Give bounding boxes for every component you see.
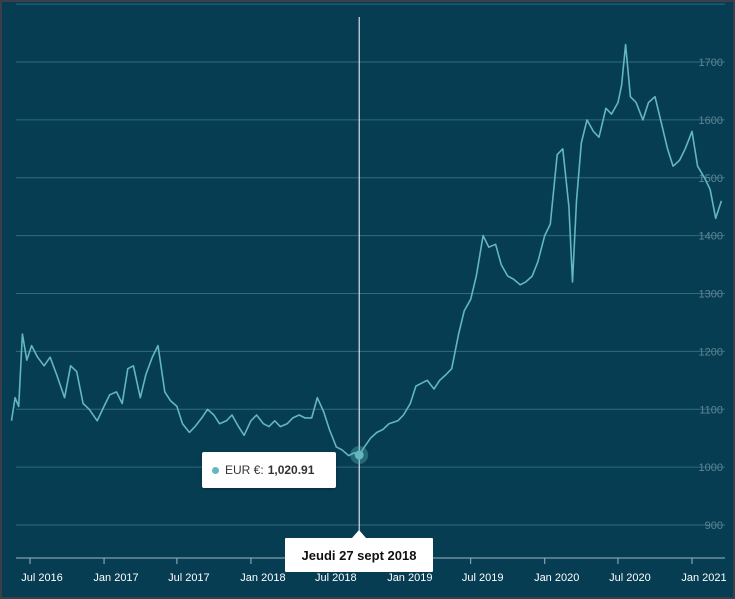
x-tick-label: Jul 2017: [168, 572, 210, 584]
y-tick-label: 1700: [699, 57, 723, 69]
value-tooltip: EUR €: 1,020.91: [202, 452, 336, 488]
x-tick-label: Jan 2021: [681, 572, 726, 584]
y-tick-label: 1000: [699, 462, 723, 474]
series-dot-icon: [212, 466, 219, 474]
tooltip-series-label: EUR €:: [225, 463, 264, 477]
y-tick-label: 900: [705, 520, 723, 532]
y-tick-label: 1400: [699, 231, 723, 243]
x-tick-label: Jan 2017: [93, 572, 138, 584]
y-tick-label: 1100: [699, 404, 723, 416]
x-tick-label: Jul 2020: [609, 572, 651, 584]
date-tooltip-arrow: [352, 530, 366, 538]
x-tick-label: Jan 2019: [387, 572, 432, 584]
x-axis-labels: Jul 2016 Jan 2017 Jul 2017 Jan 2018 Jul 2018…: [21, 558, 727, 584]
x-tick-label: Jan 2020: [534, 572, 579, 584]
tooltip-value: 1,020.91: [267, 463, 315, 477]
x-tick-label: Jul 2018: [315, 572, 357, 584]
date-tooltip: Jeudi 27 sept 2018: [285, 538, 433, 572]
y-axis-labels: 900 1000 1100 1200 1300 1400 1500 1600 1700: [699, 57, 723, 532]
x-tick-label: Jan 2018: [240, 572, 285, 584]
y-tick-label: 1200: [699, 346, 723, 358]
grid-lines: [16, 3, 725, 526]
y-tick-label: 1300: [699, 289, 723, 301]
y-tick-label: 1600: [699, 115, 723, 127]
hover-point: [354, 450, 364, 460]
x-tick-label: Jul 2016: [21, 572, 63, 584]
price-line: [10, 43, 723, 457]
x-tick-label: Jul 2019: [462, 572, 504, 584]
y-tick-label: 1500: [699, 173, 723, 185]
